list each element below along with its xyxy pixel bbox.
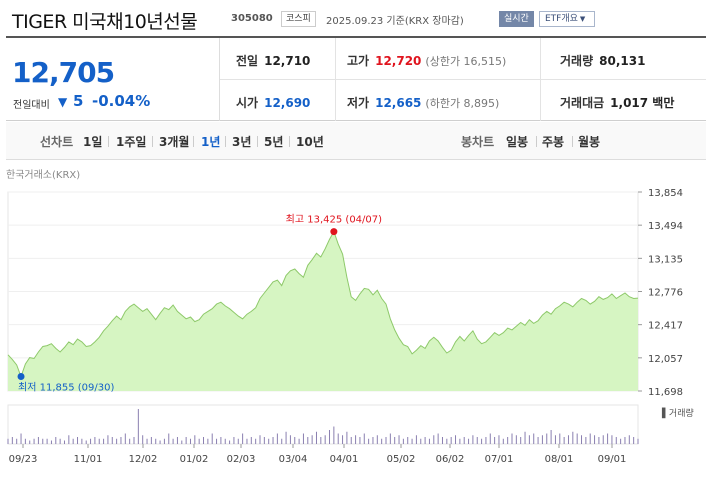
divider — [536, 136, 537, 147]
etf-info-dropdown[interactable]: ETF개요 ▼ — [539, 11, 595, 27]
divider — [572, 136, 573, 147]
chart-source: 한국거래소(KRX) — [6, 170, 81, 181]
date-label: 2025.09.23 기준(KRX 장마감) — [326, 16, 464, 27]
change-label: 전일대비 — [13, 100, 50, 111]
chevron-down-icon: ▼ — [579, 15, 586, 23]
page-title: TIGER 미국채10년선물 — [12, 11, 198, 33]
stock-code: 305080 — [231, 13, 273, 24]
current-price: 12,705 — [12, 56, 115, 89]
period-bar: 선차트 1일 1주일 3개월 1년 3년 5년 10년 봉차트 일봉 주봉 월봉 — [6, 122, 706, 160]
current-price-box: 12,705 전일대비 ▼ 5 -0.04% — [6, 38, 220, 121]
period-tab-10y[interactable]: 10년 — [296, 135, 324, 149]
x-tick-label: 07/01 — [485, 454, 514, 465]
stat-amount: 거래대금 1,017 백만 — [560, 96, 675, 110]
x-tick-label: 09/01 — [598, 454, 627, 465]
high-marker — [330, 228, 338, 236]
stat-low: 저가 12,665 (하한가 8,895) — [347, 96, 500, 110]
y-tick-label: 13,854 — [648, 188, 683, 199]
stat-open: 시가 12,690 — [236, 96, 311, 110]
x-tick-label: 09/23 — [9, 454, 38, 465]
header: TIGER 미국채10년선물 305080 코스피 2025.09.23 기준(… — [0, 0, 706, 36]
y-tick-label: 12,776 — [648, 288, 683, 299]
y-tick-label: 13,494 — [648, 221, 683, 232]
volume-frame — [7, 404, 639, 445]
line-chart-label: 선차트 — [40, 135, 74, 149]
market-badge: 코스피 — [281, 11, 316, 27]
period-tab-3m[interactable]: 3개월 — [159, 135, 190, 149]
y-tick-label: 13,135 — [648, 254, 683, 265]
stat-volume: 거래량 80,131 — [560, 54, 646, 68]
period-tab-3y[interactable]: 3년 — [232, 135, 252, 149]
plot-frame — [7, 191, 639, 392]
candle-tab-monthly[interactable]: 월봉 — [578, 135, 601, 149]
divider — [225, 136, 226, 147]
stat-grid: 전일 12,710 고가 12,720 (상한가 16,515) 거래량 80,131 … — [220, 38, 706, 121]
stat-prev-close: 전일 12,710 — [236, 54, 311, 68]
y-tick-label: 11,698 — [648, 387, 683, 398]
price-area — [8, 231, 638, 391]
x-tick-label: 08/01 — [545, 454, 574, 465]
change-value: 5 — [73, 92, 84, 110]
x-tick-label: 04/01 — [330, 454, 359, 465]
price-summary: 12,705 전일대비 ▼ 5 -0.04% 전일 12,710 고가 12,720… — [6, 36, 706, 121]
x-tick-label: 12/02 — [129, 454, 158, 465]
divider — [220, 79, 706, 80]
divider — [108, 136, 109, 147]
candle-tab-weekly[interactable]: 주봉 — [542, 135, 565, 149]
low-marker — [17, 373, 25, 381]
period-tab-5y[interactable]: 5년 — [264, 135, 284, 149]
x-tick-label: 03/04 — [279, 454, 308, 465]
x-tick-label: 02/03 — [227, 454, 256, 465]
period-tab-1d[interactable]: 1일 — [83, 135, 103, 149]
x-tick-label: 11/01 — [74, 454, 103, 465]
divider — [257, 136, 258, 147]
y-tick-label: 12,417 — [648, 321, 683, 332]
x-tick-label: 05/02 — [387, 454, 416, 465]
period-tab-1y[interactable]: 1년 — [201, 135, 221, 149]
etf-info-label: ETF개요 — [545, 14, 578, 24]
x-tick-label: 06/02 — [436, 454, 465, 465]
high-annotation: 최고 13,425 (04/07) — [286, 214, 382, 226]
divider — [193, 136, 194, 147]
x-tick-label: 01/02 — [180, 454, 209, 465]
candle-chart-label: 봉차트 — [461, 135, 495, 149]
divider — [152, 136, 153, 147]
price-line — [7, 230, 639, 378]
realtime-button[interactable]: 실시간 — [499, 11, 534, 27]
stat-high: 고가 12,720 (상한가 16,515) — [347, 54, 507, 68]
candle-tab-daily[interactable]: 일봉 — [506, 135, 529, 149]
low-annotation: 최저 11,855 (09/30) — [18, 382, 114, 394]
divider — [289, 136, 290, 147]
change-percent: -0.04% — [92, 92, 151, 110]
period-tab-1w[interactable]: 1주일 — [116, 135, 147, 149]
y-tick-label: 12,057 — [648, 354, 683, 365]
down-triangle-icon: ▼ — [58, 95, 68, 109]
volume-legend: ▌거래량 — [661, 407, 694, 419]
